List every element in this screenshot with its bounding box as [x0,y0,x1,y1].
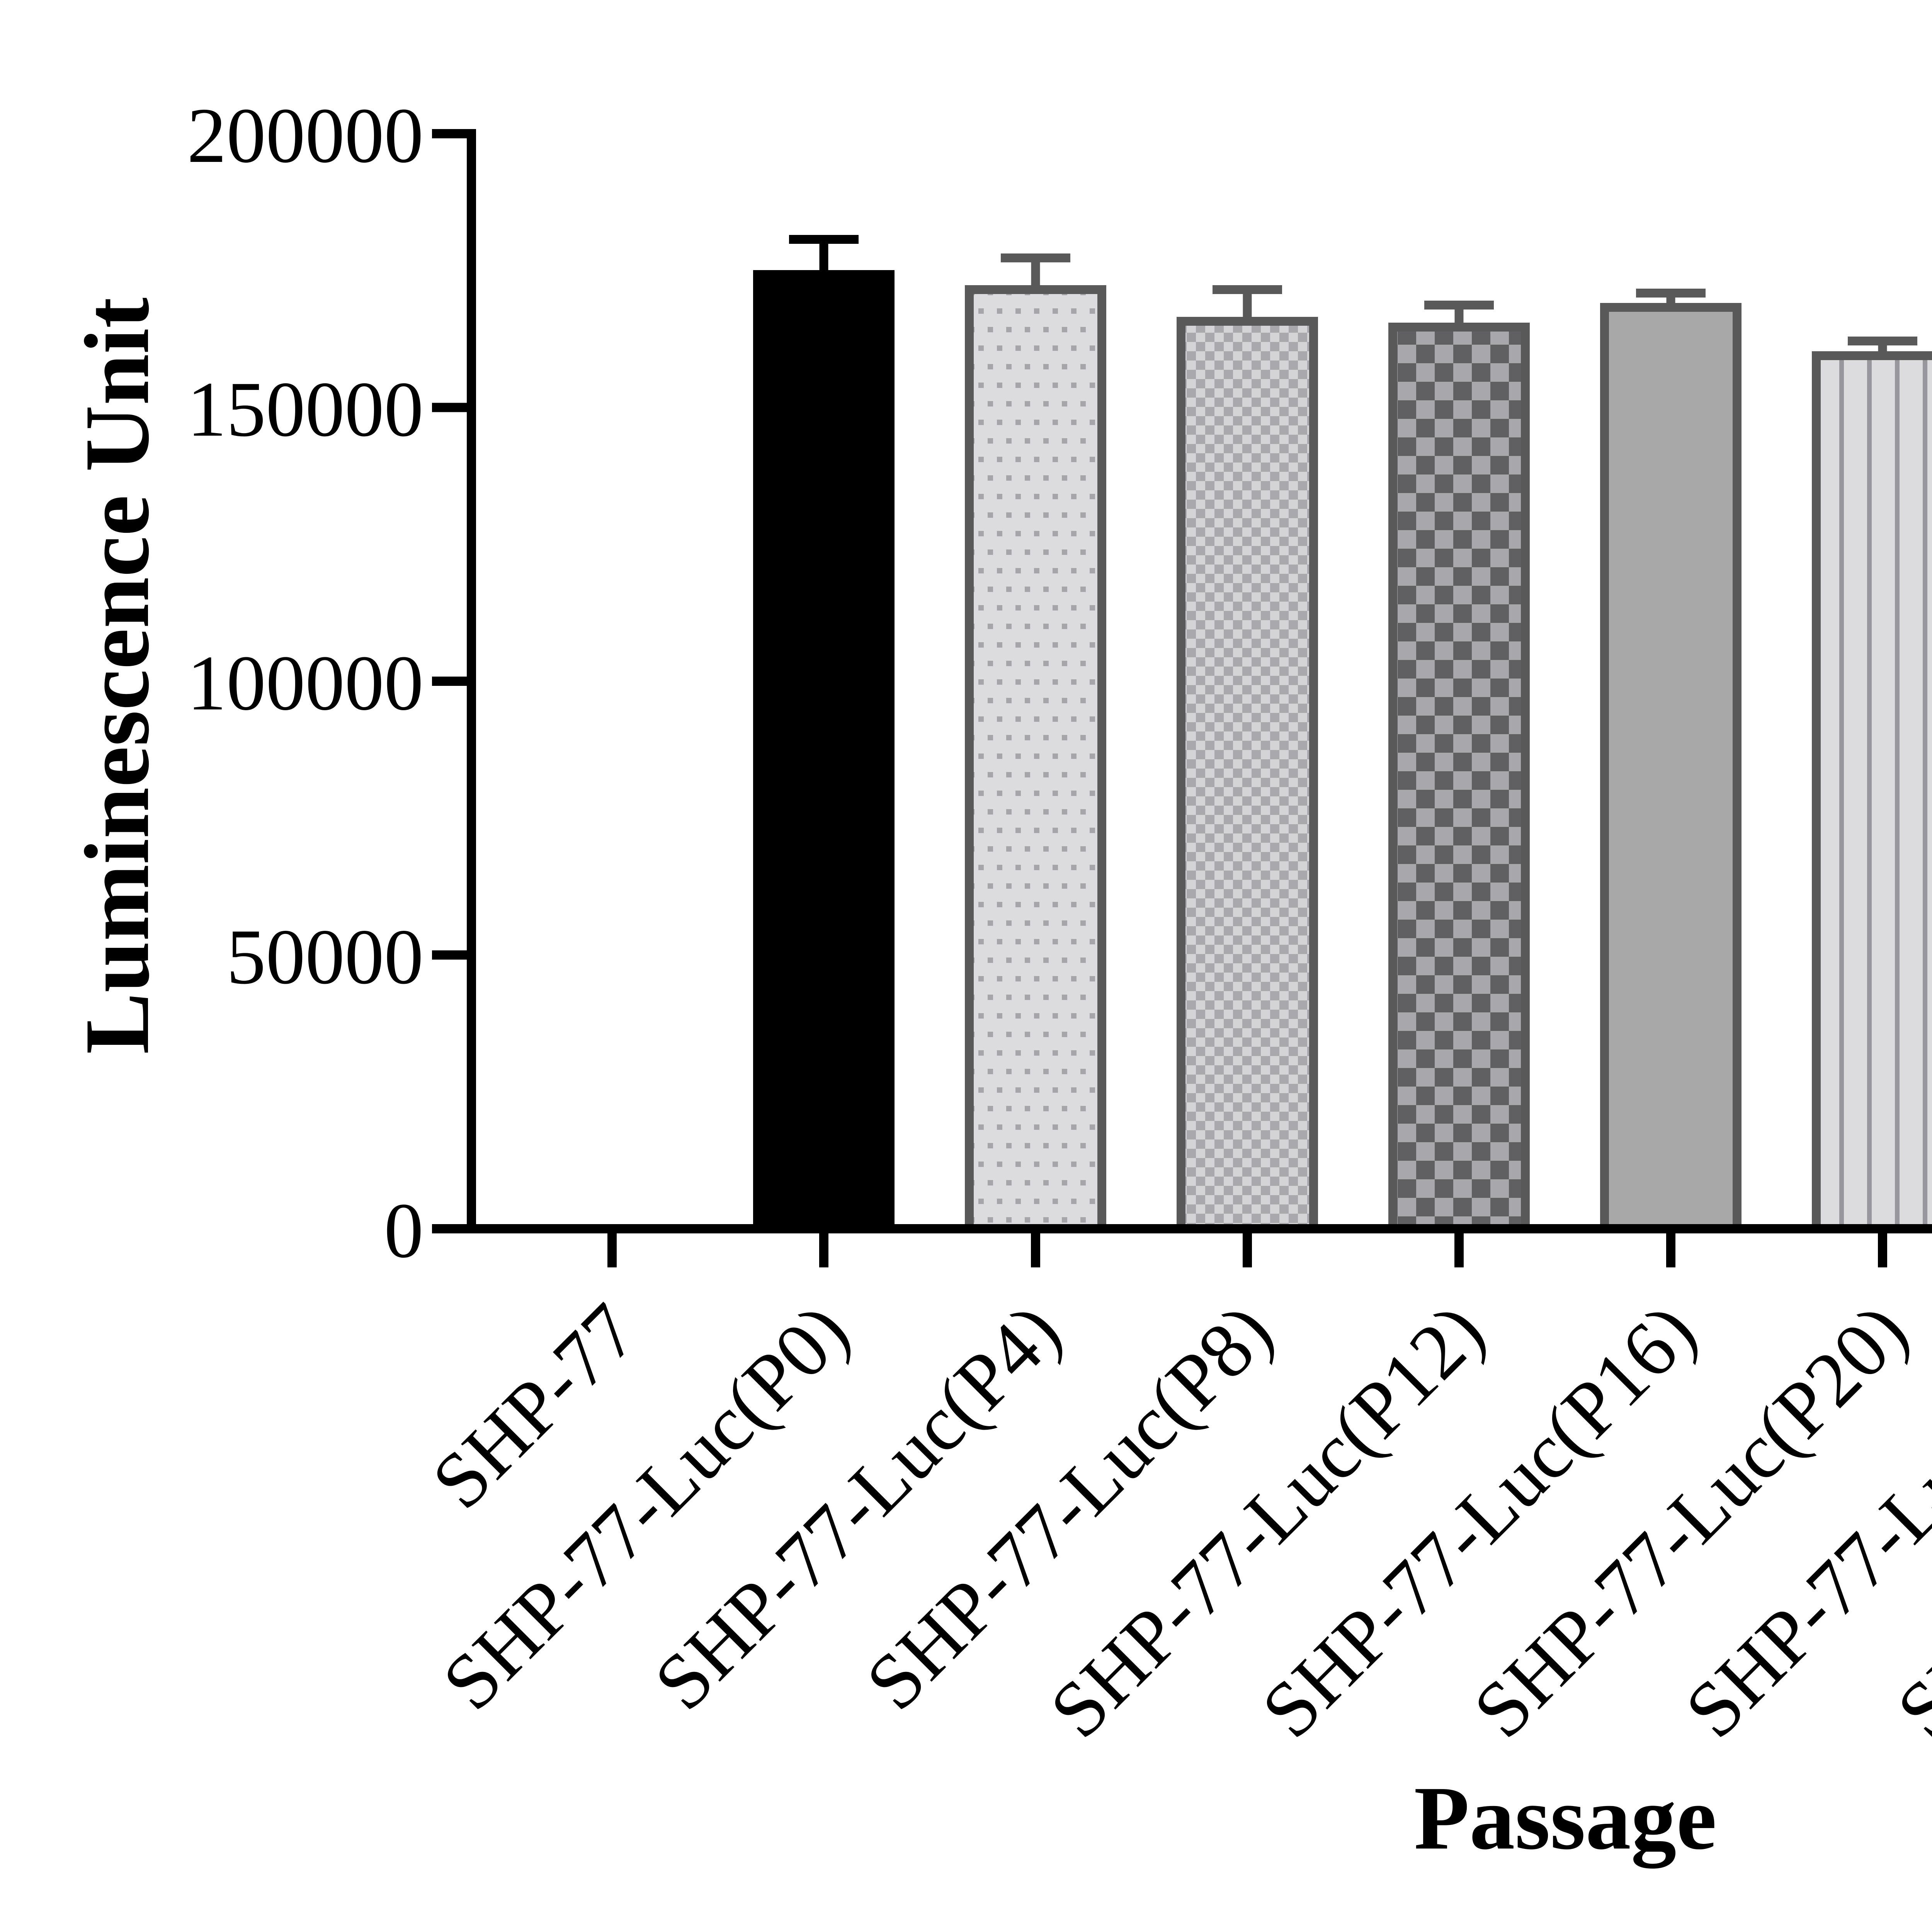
svg-text:200000: 200000 [187,92,423,179]
svg-text:Passage: Passage [1414,1768,1716,1869]
svg-text:0: 0 [384,1187,423,1274]
svg-text:50000: 50000 [226,913,423,1001]
svg-text:100000: 100000 [187,639,423,727]
svg-text:Luminescence Unit: Luminescence Unit [66,298,168,1054]
svg-text:150000: 150000 [187,366,423,453]
